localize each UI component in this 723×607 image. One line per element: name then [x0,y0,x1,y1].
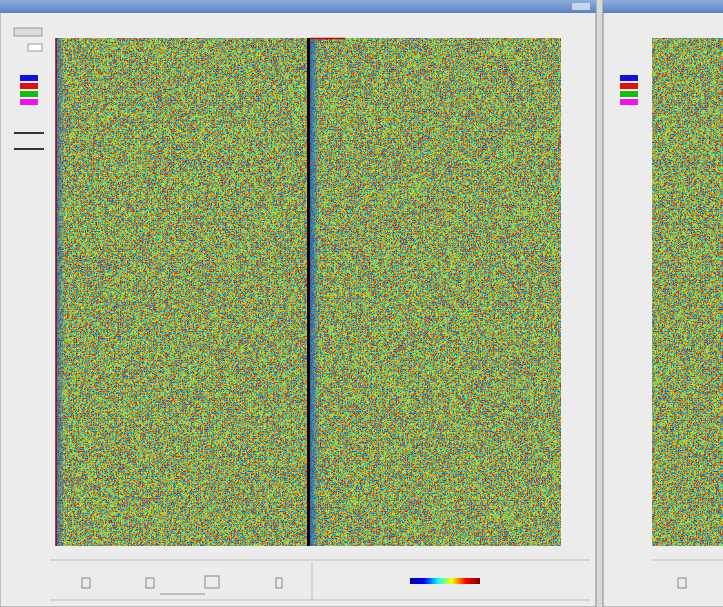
title-bar [603,0,723,13]
sidebar [13,27,44,150]
input[interactable] [27,43,43,52]
heatmap-edge [56,38,64,546]
channel-swatch[interactable] [20,83,38,89]
heatmap [56,38,307,546]
colorbar [410,578,480,584]
swatch-group [20,75,38,105]
panel-separator [307,38,310,546]
close-button[interactable] [572,3,590,10]
tool-icon[interactable] [81,577,91,589]
heatmap [310,38,561,546]
channel-swatch[interactable] [20,99,38,105]
tool-icon[interactable] [204,575,220,589]
channel-swatch[interactable] [620,83,638,89]
channel-swatch[interactable] [20,75,38,81]
button[interactable] [13,27,43,37]
window-2 [602,0,723,607]
channel-swatch[interactable] [20,91,38,97]
title-bar [0,0,596,13]
heatmap [652,38,723,546]
channel-swatch[interactable] [620,99,638,105]
tool-icon[interactable] [145,577,155,589]
swatch-group [620,75,638,105]
bottom-bar [50,559,590,601]
divider [14,148,44,150]
channel-swatch[interactable] [620,91,638,97]
heatmap-area [55,37,561,546]
heatmap-edge [310,38,319,546]
tool-icon[interactable] [275,577,283,589]
channel-swatch[interactable] [620,75,638,81]
tool-icon[interactable] [677,577,687,589]
divider [14,132,44,134]
